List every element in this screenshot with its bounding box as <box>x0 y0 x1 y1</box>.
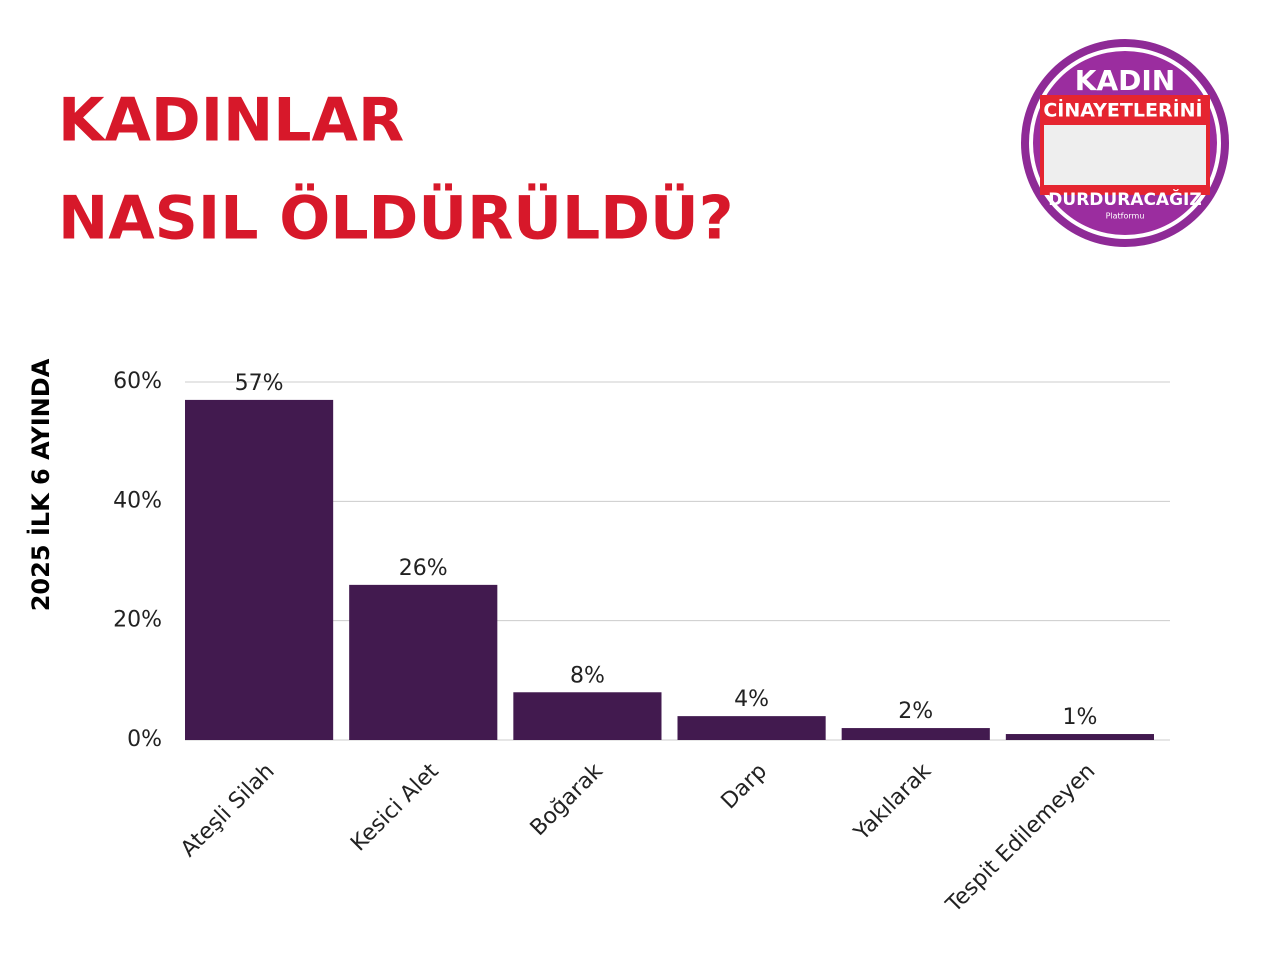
logo-text: Platformu <box>1106 212 1145 221</box>
logo: KADIN CİNAYETLERİNİ DURDURACAĞIZ Platfor… <box>1021 39 1229 247</box>
logo-photos <box>1044 125 1206 185</box>
x-tick-label: Ateşli Silah <box>176 759 279 862</box>
logo-text: DURDURACAĞIZ <box>1048 188 1201 210</box>
bar <box>841 728 990 740</box>
y-tick-label: 0% <box>127 727 162 752</box>
bar <box>1005 734 1154 740</box>
value-label: 57% <box>235 371 284 396</box>
x-tick-label: Boğarak <box>526 759 608 841</box>
bar <box>185 399 334 740</box>
value-label: 8% <box>570 663 605 688</box>
logo-text: CİNAYETLERİNİ <box>1043 98 1202 122</box>
value-label: 26% <box>399 556 448 581</box>
logo-text: KADIN <box>1075 64 1175 97</box>
y-tick-label: 60% <box>113 369 162 394</box>
x-tick-label: Yakılarak <box>849 759 937 847</box>
x-tick-label: Kesici Alet <box>346 759 444 857</box>
bar <box>677 716 826 740</box>
value-label: 2% <box>898 699 933 724</box>
bar <box>349 584 498 740</box>
x-tick-label: Tespit Edilemeyen <box>941 759 1100 918</box>
y-tick-label: 40% <box>113 488 162 513</box>
x-tick-label: Darp <box>717 759 772 814</box>
value-label: 1% <box>1062 705 1097 730</box>
value-label: 4% <box>734 687 769 712</box>
y-axis-label: 2025 İLK 6 AYINDA <box>26 358 55 611</box>
bar <box>513 692 662 740</box>
chart-title: NASIL ÖLDÜRÜLDÜ? <box>58 183 734 254</box>
y-tick-label: 20% <box>113 608 162 633</box>
chart-title: KADINLAR <box>58 86 404 156</box>
